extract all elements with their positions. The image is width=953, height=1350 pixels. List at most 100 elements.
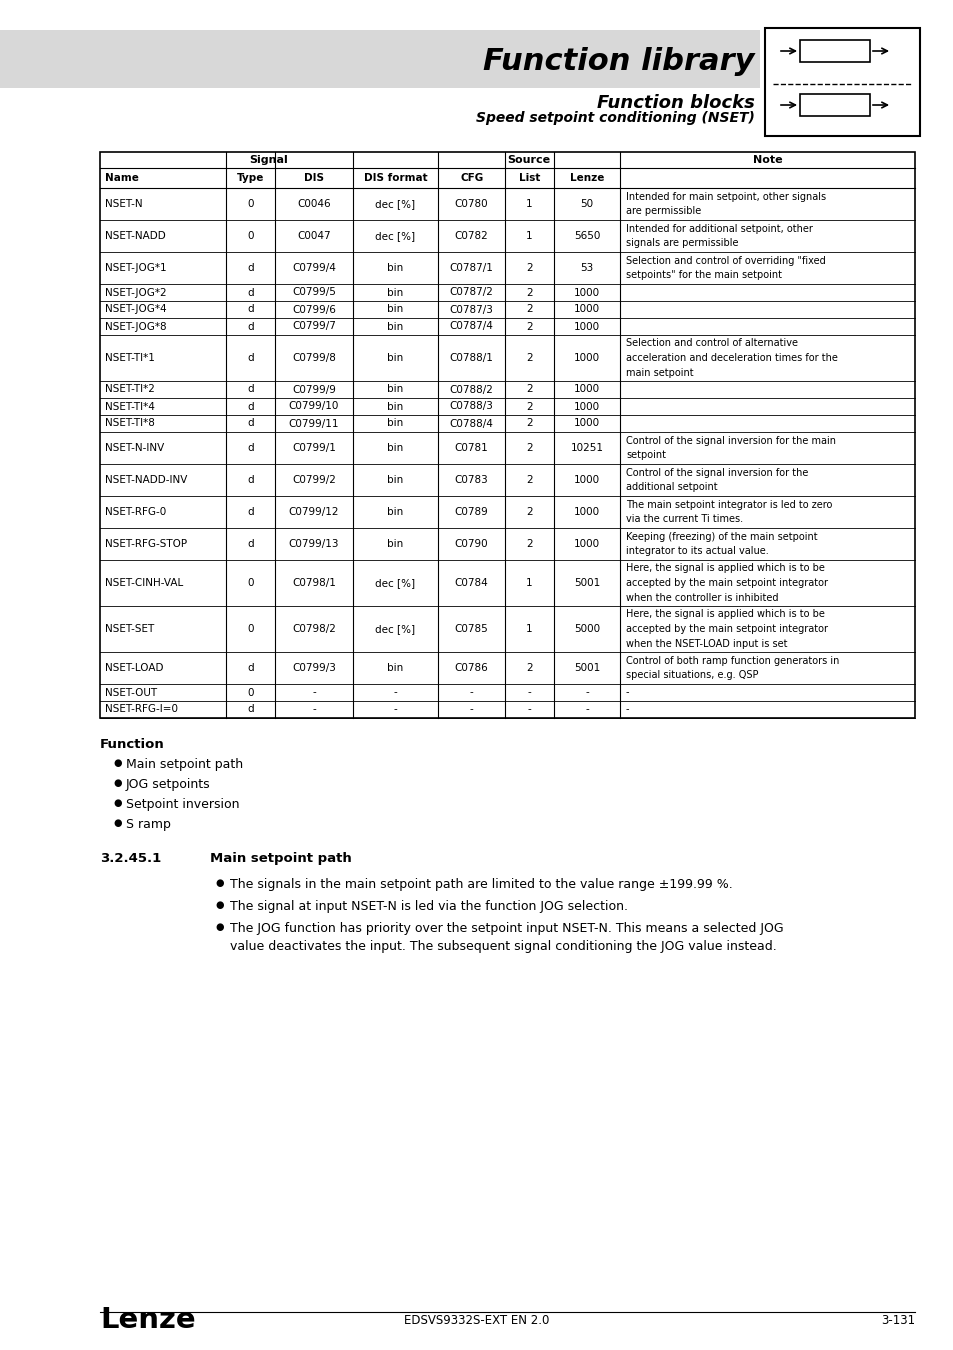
Text: C0787/2: C0787/2	[449, 288, 493, 297]
Text: NSET-TI*4: NSET-TI*4	[105, 401, 154, 412]
Text: 1: 1	[526, 231, 533, 242]
Text: DIS: DIS	[304, 173, 324, 184]
Bar	[800, 40, 869, 62]
Text: Control of both ramp function generators in: Control of both ramp function generators…	[625, 656, 839, 666]
Text: 5001: 5001	[574, 578, 599, 589]
Text: -: -	[527, 705, 531, 714]
Text: -: -	[527, 687, 531, 698]
Text: d: d	[247, 352, 253, 363]
Text: 1000: 1000	[574, 401, 599, 412]
Text: 2: 2	[526, 508, 533, 517]
Text: setpoints" for the main setpoint: setpoints" for the main setpoint	[625, 270, 781, 279]
Text: The signal at input NSET-N is led via the function JOG selection.: The signal at input NSET-N is led via th…	[230, 900, 627, 913]
Text: Control of the signal inversion for the: Control of the signal inversion for the	[625, 468, 807, 478]
Text: C0788/3: C0788/3	[449, 401, 493, 412]
Text: 2: 2	[526, 352, 533, 363]
Text: bin: bin	[387, 288, 403, 297]
Text: NSET-RFG-0: NSET-RFG-0	[105, 508, 166, 517]
Text: bin: bin	[387, 352, 403, 363]
Text: S ramp: S ramp	[126, 818, 171, 832]
Text: C0799/8: C0799/8	[292, 352, 335, 363]
Text: Source: Source	[507, 155, 550, 165]
Text: C0047: C0047	[296, 231, 331, 242]
Text: 53: 53	[579, 263, 593, 273]
Text: d: d	[247, 418, 253, 428]
Text: C0785: C0785	[455, 624, 488, 634]
Text: bin: bin	[387, 475, 403, 485]
Text: Speed setpoint conditioning (NSET): Speed setpoint conditioning (NSET)	[476, 111, 754, 126]
Text: Name: Name	[105, 173, 139, 184]
Text: Main setpoint path: Main setpoint path	[210, 852, 352, 865]
Text: NSET-N-INV: NSET-N-INV	[105, 443, 164, 454]
Text: d: d	[247, 401, 253, 412]
Text: bin: bin	[387, 305, 403, 315]
Text: NSET-CINH-VAL: NSET-CINH-VAL	[105, 578, 183, 589]
Text: Function blocks: Function blocks	[597, 95, 754, 112]
Text: Selection and control of overriding "fixed: Selection and control of overriding "fix…	[625, 256, 825, 266]
Text: 1000: 1000	[574, 508, 599, 517]
Text: The signals in the main setpoint path are limited to the value range ±199.99 %.: The signals in the main setpoint path ar…	[230, 878, 732, 891]
Text: 2: 2	[526, 663, 533, 674]
Text: 2: 2	[526, 539, 533, 549]
Text: Setpoint inversion: Setpoint inversion	[126, 798, 239, 811]
Text: -: -	[469, 705, 473, 714]
Text: Intended for additional setpoint, other: Intended for additional setpoint, other	[625, 224, 812, 234]
Bar	[764, 28, 919, 136]
Text: C0787/4: C0787/4	[449, 321, 493, 332]
Text: bin: bin	[387, 539, 403, 549]
Text: Lenze: Lenze	[569, 173, 603, 184]
Text: 5000: 5000	[574, 624, 599, 634]
Text: when the NSET-LOAD input is set: when the NSET-LOAD input is set	[625, 639, 786, 649]
Text: C0046: C0046	[296, 198, 331, 209]
Text: acceleration and deceleration times for the: acceleration and deceleration times for …	[625, 352, 837, 363]
Text: C0790: C0790	[455, 539, 488, 549]
Text: accepted by the main setpoint integrator: accepted by the main setpoint integrator	[625, 578, 827, 589]
Text: main setpoint: main setpoint	[625, 367, 693, 378]
Text: NSET-SET: NSET-SET	[105, 624, 154, 634]
Text: -: -	[625, 705, 629, 714]
Text: C0799/9: C0799/9	[292, 385, 335, 394]
Text: C0787/1: C0787/1	[449, 263, 493, 273]
Text: d: d	[247, 539, 253, 549]
Text: bin: bin	[387, 418, 403, 428]
Text: C0799/1: C0799/1	[292, 443, 335, 454]
Text: DIS format: DIS format	[363, 173, 427, 184]
Text: 0: 0	[247, 198, 253, 209]
Text: C0788/2: C0788/2	[449, 385, 493, 394]
Text: C0799/4: C0799/4	[292, 263, 335, 273]
Text: 5001: 5001	[574, 663, 599, 674]
Text: -: -	[625, 687, 629, 698]
Text: NSET-N: NSET-N	[105, 198, 143, 209]
Text: 3.2.45.1: 3.2.45.1	[100, 852, 161, 865]
Text: NSET-OUT: NSET-OUT	[105, 687, 157, 698]
Text: 1000: 1000	[574, 305, 599, 315]
Text: when the controller is inhibited: when the controller is inhibited	[625, 593, 778, 602]
Text: -: -	[394, 687, 396, 698]
Text: List: List	[518, 173, 539, 184]
Text: setpoint: setpoint	[625, 450, 665, 460]
Text: 2: 2	[526, 321, 533, 332]
Text: dec [%]: dec [%]	[375, 198, 416, 209]
Text: 2: 2	[526, 305, 533, 315]
Text: NSET-NADD-INV: NSET-NADD-INV	[105, 475, 187, 485]
Text: Here, the signal is applied which is to be: Here, the signal is applied which is to …	[625, 563, 824, 574]
Text: 1000: 1000	[574, 418, 599, 428]
Text: -: -	[394, 705, 396, 714]
Text: C0787/3: C0787/3	[449, 305, 493, 315]
Text: 1000: 1000	[574, 475, 599, 485]
Text: -: -	[469, 687, 473, 698]
Text: accepted by the main setpoint integrator: accepted by the main setpoint integrator	[625, 624, 827, 634]
Text: C0799/3: C0799/3	[292, 663, 335, 674]
Text: NSET-JOG*8: NSET-JOG*8	[105, 321, 167, 332]
Text: 1000: 1000	[574, 288, 599, 297]
Text: ●: ●	[113, 757, 122, 768]
Text: are permissible: are permissible	[625, 207, 700, 216]
Text: Intended for main setpoint, other signals: Intended for main setpoint, other signal…	[625, 192, 825, 202]
Text: C0781: C0781	[455, 443, 488, 454]
Text: NSET-TI*8: NSET-TI*8	[105, 418, 154, 428]
Text: ●: ●	[215, 878, 224, 888]
Text: C0798/1: C0798/1	[292, 578, 335, 589]
Text: d: d	[247, 288, 253, 297]
Text: C0799/6: C0799/6	[292, 305, 335, 315]
Text: dec [%]: dec [%]	[375, 231, 416, 242]
